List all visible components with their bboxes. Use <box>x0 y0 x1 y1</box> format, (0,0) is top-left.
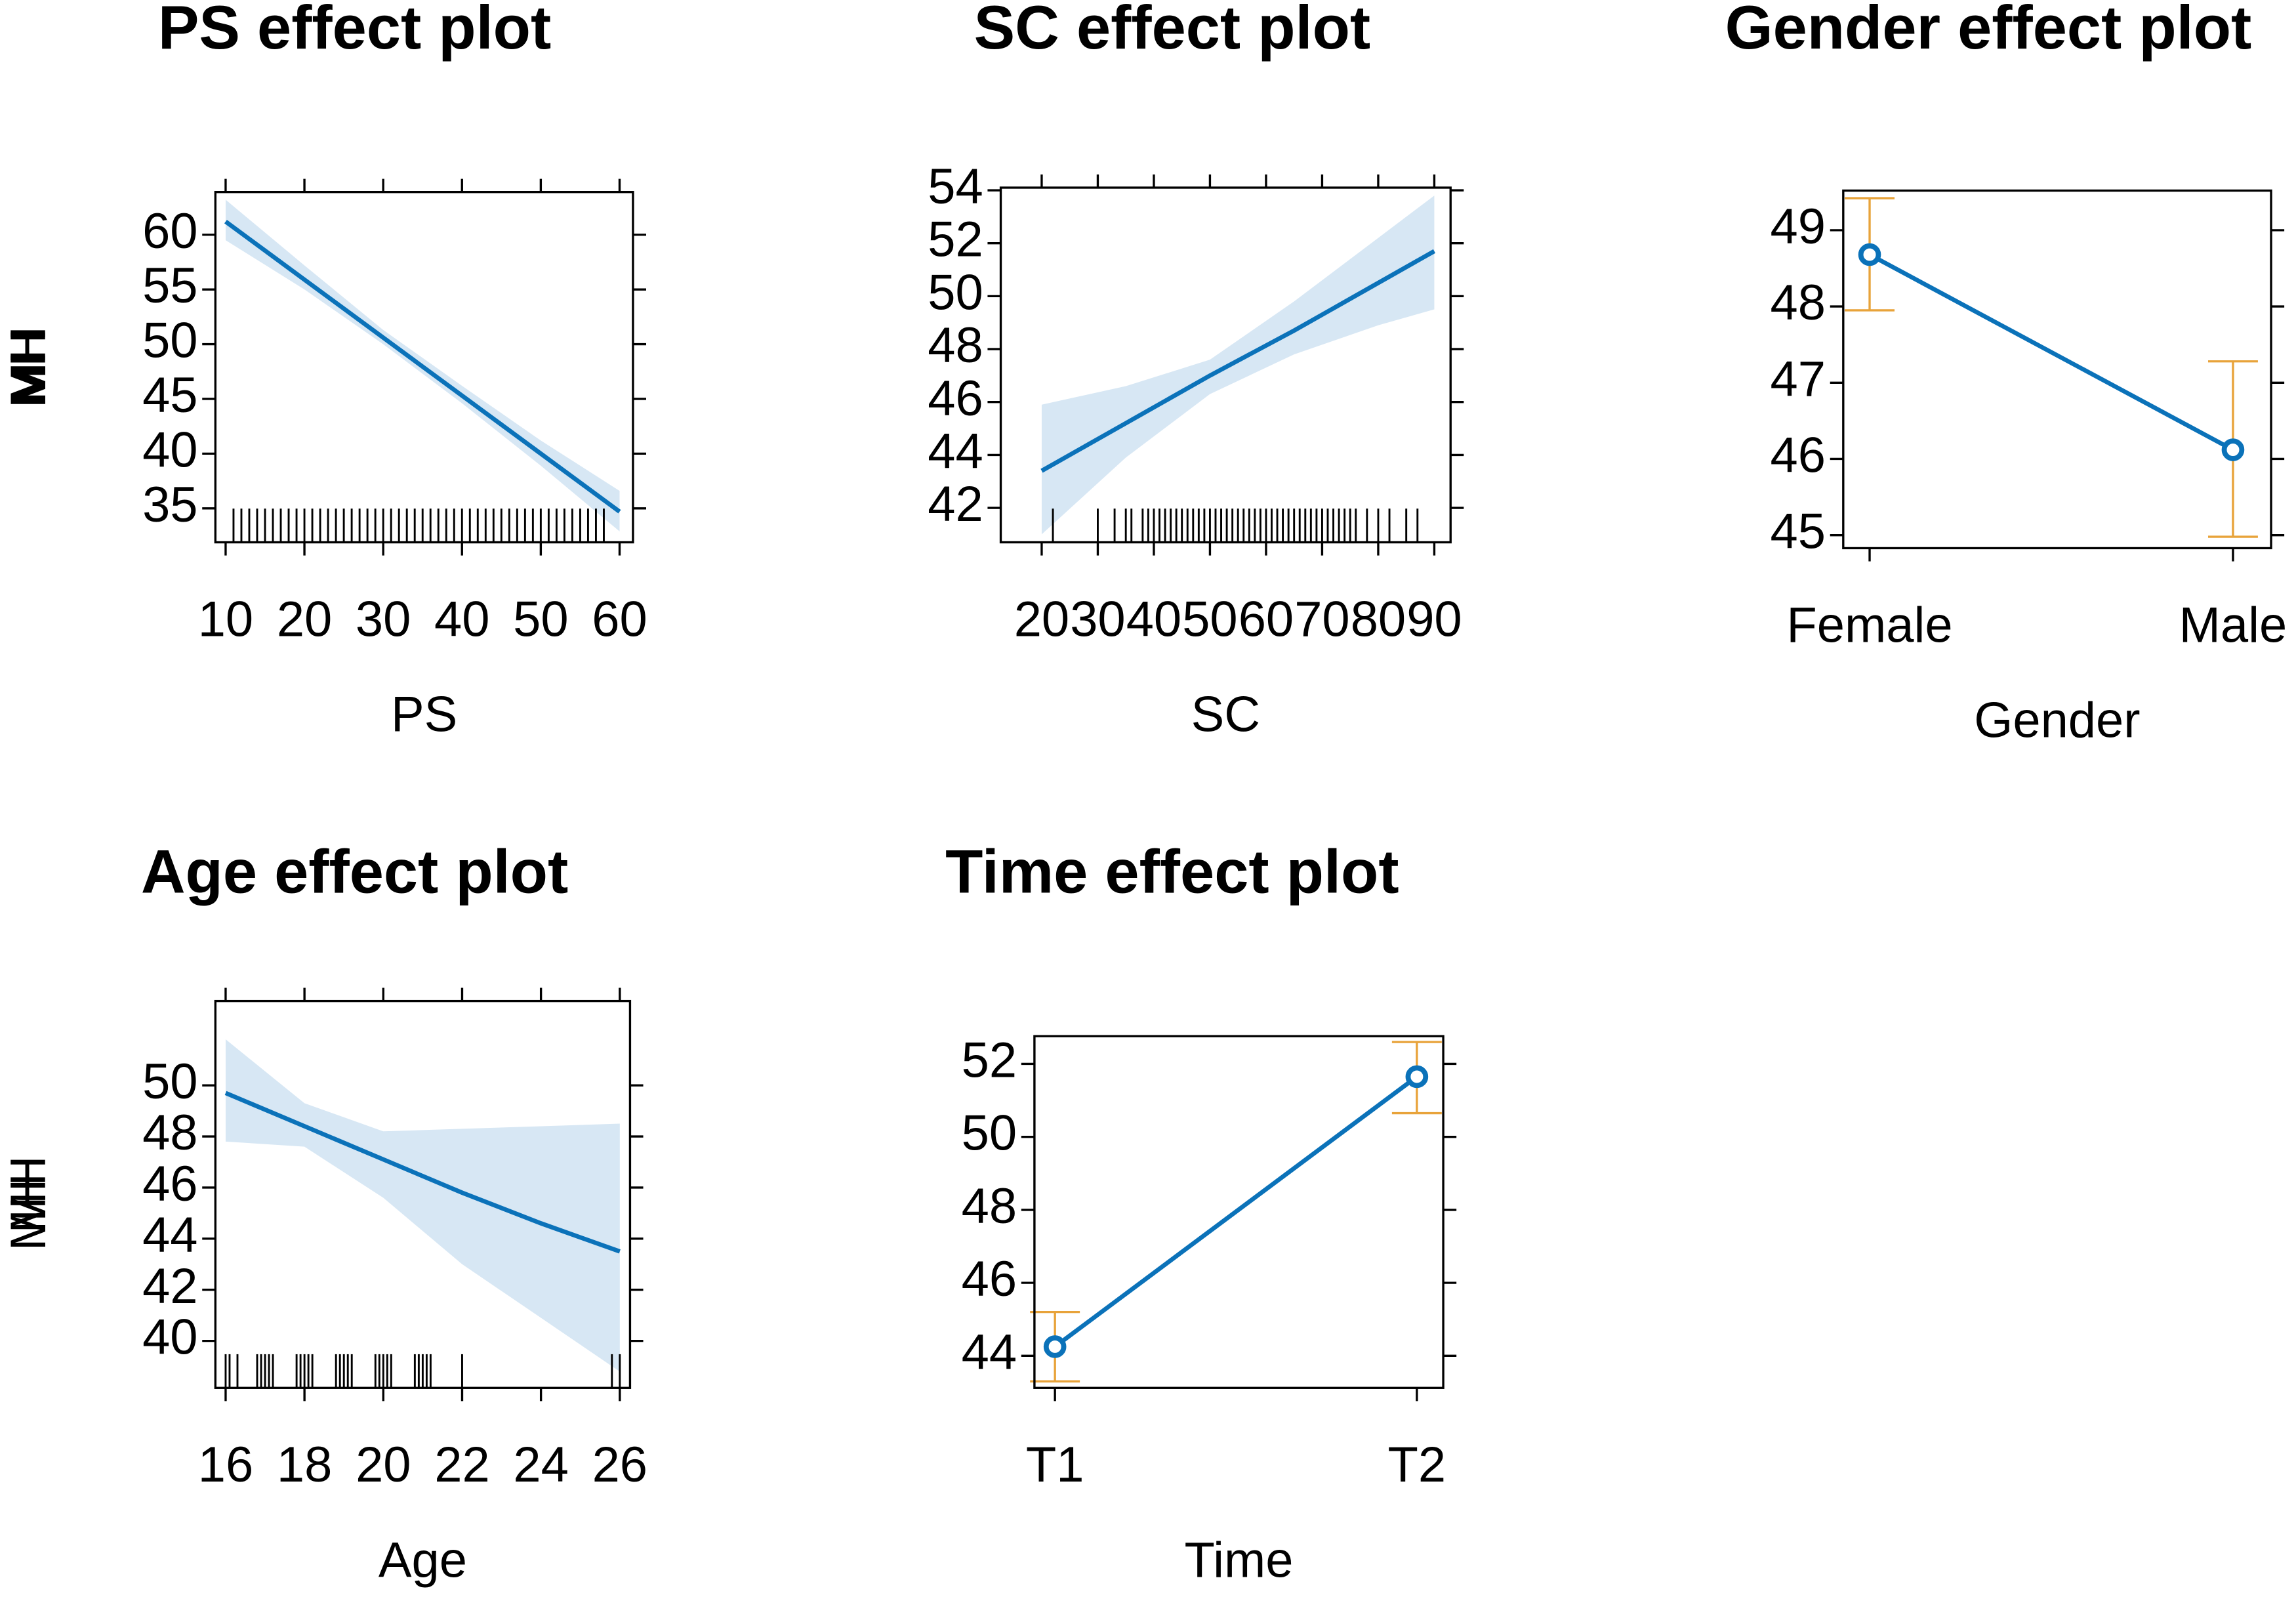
y-tick-label: 44 <box>928 423 983 479</box>
effect-line <box>1868 253 2234 452</box>
panel-title: SC effect plot <box>974 0 1371 62</box>
y-tick-label: 46 <box>1771 428 1826 484</box>
fit-line <box>1040 249 1436 473</box>
x-tick-label: 20 <box>356 1437 411 1493</box>
x-axis-label: Time <box>1185 1532 1294 1588</box>
y-tick-label: 45 <box>142 367 197 423</box>
y-tick-label: 50 <box>142 1054 197 1110</box>
y-tick-label: 48 <box>928 318 983 373</box>
x-tick-label: 30 <box>356 591 411 647</box>
x-axis-label: Gender <box>1974 693 2140 749</box>
panel-title: Time effect plot <box>945 837 1399 906</box>
y-tick-label: 54 <box>928 159 983 215</box>
effect-point <box>1043 1335 1067 1358</box>
y-tick-label: 50 <box>142 313 197 369</box>
x-tick-label: Female <box>1786 597 1952 653</box>
x-axis-label: Age <box>379 1532 467 1588</box>
y-tick-label: 52 <box>962 1033 1017 1089</box>
effect-point <box>1405 1065 1429 1089</box>
plot-frame <box>214 999 632 1389</box>
effect-line <box>1054 1075 1418 1349</box>
y-axis-label: MH <box>1 331 56 408</box>
confidence-band <box>225 1039 620 1372</box>
y-tick-label: 55 <box>142 258 197 314</box>
x-tick-label: 18 <box>277 1437 332 1493</box>
x-tick-label: 10 <box>198 591 253 647</box>
y-tick-label: 40 <box>142 1310 197 1365</box>
x-tick-label: 60 <box>1239 591 1294 647</box>
confidence-band <box>1041 196 1435 535</box>
x-tick-label: 24 <box>513 1437 568 1493</box>
y-tick-label: 60 <box>142 203 197 259</box>
x-tick-label: 50 <box>1182 591 1237 647</box>
y-axis-label: MH <box>1 1155 56 1233</box>
plot-frame <box>214 191 634 544</box>
effect-point <box>1858 243 1881 266</box>
x-tick-label: 30 <box>1070 591 1125 647</box>
x-tick-label: 20 <box>277 591 332 647</box>
panel-title: PS effect plot <box>158 0 551 62</box>
x-tick-label: T2 <box>1388 1437 1446 1493</box>
y-tick-label: 49 <box>1771 199 1826 255</box>
y-tick-label: 42 <box>928 476 983 532</box>
y-tick-label: 46 <box>928 371 983 426</box>
y-tick-label: 44 <box>962 1324 1017 1380</box>
x-tick-label: 80 <box>1351 591 1406 647</box>
y-axis-label: MH <box>1 326 56 404</box>
x-tick-label: 26 <box>592 1437 647 1493</box>
y-tick-label: 45 <box>1771 504 1826 560</box>
y-tick-label: 40 <box>142 422 197 478</box>
y-tick-label: 46 <box>142 1156 197 1212</box>
x-tick-label: 60 <box>592 591 647 647</box>
y-tick-label: 42 <box>142 1258 197 1314</box>
y-axis-label: MH <box>1 329 56 406</box>
x-tick-label: 40 <box>1126 591 1181 647</box>
panel-title: Age effect plot <box>141 837 568 906</box>
y-tick-label: 50 <box>928 264 983 320</box>
effect-point <box>2221 438 2245 461</box>
x-tick-label: 50 <box>513 591 568 647</box>
x-tick-label: 40 <box>434 591 489 647</box>
y-axis-label: MH <box>1 1173 56 1251</box>
x-tick-label: 16 <box>198 1437 253 1493</box>
x-tick-label: 90 <box>1406 591 1462 647</box>
y-tick-label: 46 <box>962 1251 1017 1307</box>
y-tick-label: 50 <box>962 1106 1017 1161</box>
y-tick-label: 52 <box>928 212 983 268</box>
y-tick-label: 35 <box>142 477 197 533</box>
x-tick-label: 22 <box>434 1437 489 1493</box>
x-tick-label: T1 <box>1026 1437 1084 1493</box>
x-tick-label: Male <box>2179 597 2287 653</box>
plot-frame <box>999 186 1452 544</box>
plot-frame <box>1033 1035 1445 1389</box>
fit-line <box>224 1090 621 1254</box>
x-axis-label: PS <box>391 687 457 743</box>
y-tick-label: 48 <box>1771 275 1826 331</box>
x-tick-label: 70 <box>1294 591 1349 647</box>
y-tick-label: 48 <box>962 1178 1017 1234</box>
x-tick-label: 20 <box>1014 591 1069 647</box>
plot-frame <box>1842 189 2272 550</box>
panel-title: Gender effect plot <box>1725 0 2252 62</box>
x-axis-label: SC <box>1191 687 1261 743</box>
y-tick-label: 44 <box>142 1207 197 1263</box>
fit-line <box>224 220 621 514</box>
y-tick-label: 48 <box>142 1105 197 1161</box>
y-tick-label: 47 <box>1771 351 1826 407</box>
